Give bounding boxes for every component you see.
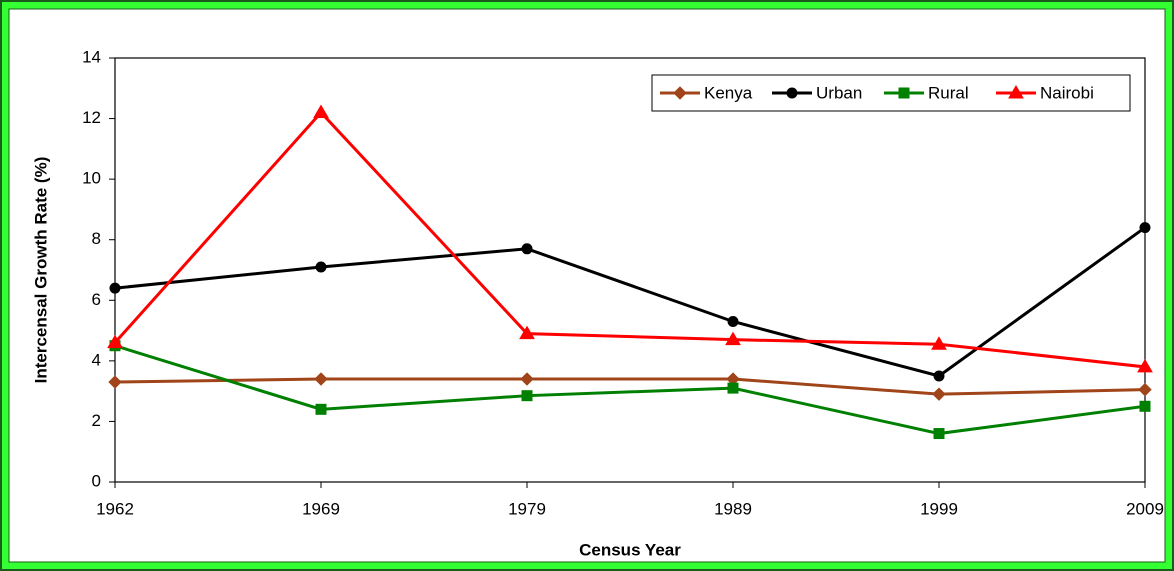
x-tick-label: 1999	[920, 499, 958, 518]
x-tick-label: 2009	[1126, 499, 1164, 518]
y-axis-title: Intercensal Growth Rate (%)	[31, 157, 50, 384]
y-tick-label: 10	[82, 169, 101, 188]
data-point	[520, 372, 534, 386]
series-line	[113, 110, 1146, 369]
legend-label: Nairobi	[1040, 83, 1094, 102]
x-tick-label: 1979	[508, 499, 546, 518]
series-line	[114, 344, 1146, 436]
legend-label: Urban	[816, 83, 862, 102]
legend-marker	[786, 87, 798, 99]
x-tick-label: 1989	[714, 499, 752, 518]
data-point	[1137, 358, 1153, 373]
series-line	[114, 377, 1146, 396]
data-point	[519, 325, 535, 340]
data-point	[727, 382, 739, 394]
data-point	[1138, 382, 1152, 397]
data-point	[314, 372, 328, 386]
y-tick-label: 12	[82, 108, 101, 127]
series-line	[114, 226, 1146, 378]
data-point	[108, 375, 122, 389]
x-tick-label: 1969	[302, 499, 340, 518]
legend-label: Kenya	[704, 83, 753, 102]
legend-marker	[673, 86, 687, 100]
data-point	[1139, 222, 1151, 234]
data-point	[933, 370, 945, 382]
y-tick-label: 2	[92, 411, 101, 430]
legend-marker	[1008, 85, 1024, 99]
y-tick-label: 8	[92, 229, 101, 248]
y-tick-label: 14	[82, 47, 101, 66]
data-point	[1139, 400, 1151, 412]
data-point	[933, 428, 945, 440]
y-tick-label: 4	[92, 350, 101, 369]
data-point	[725, 331, 741, 346]
data-point	[315, 261, 327, 273]
legend-label: Rural	[928, 83, 969, 102]
x-tick-label: 1962	[96, 499, 134, 518]
data-point	[109, 282, 121, 294]
legend-marker	[898, 87, 910, 99]
data-point	[931, 336, 947, 350]
data-point	[107, 334, 123, 349]
data-point	[315, 403, 327, 415]
plot-area	[114, 57, 1146, 483]
data-point	[727, 315, 739, 327]
y-tick-label: 6	[92, 290, 101, 309]
x-axis-title: Census Year	[579, 540, 681, 559]
data-point	[932, 387, 946, 401]
data-point	[313, 104, 329, 119]
y-tick-label: 0	[92, 471, 101, 490]
data-point	[521, 390, 533, 402]
data-point	[521, 243, 533, 255]
